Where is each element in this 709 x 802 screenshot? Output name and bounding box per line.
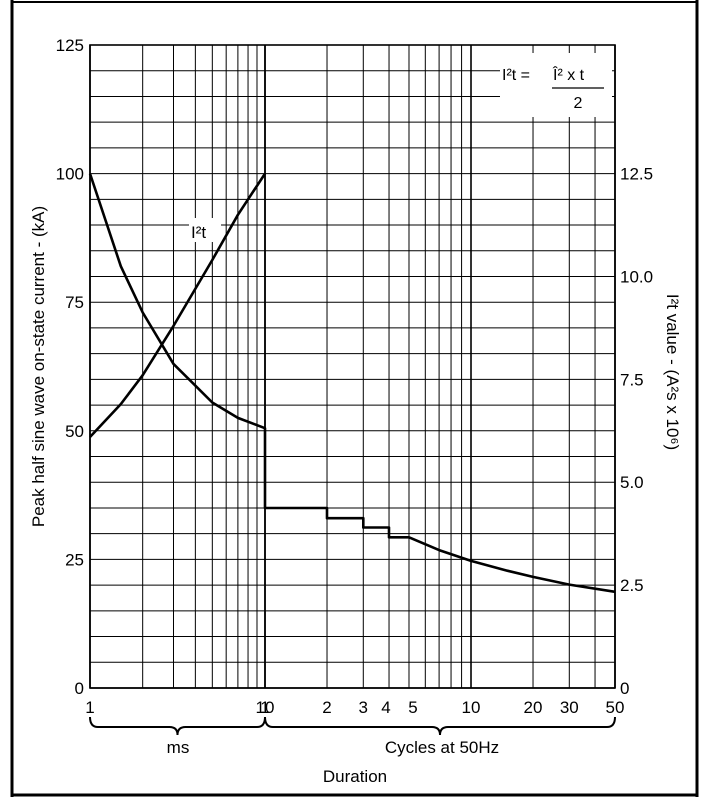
x-group-label-cycles: Cycles at 50Hz (385, 738, 499, 757)
grid (89, 44, 616, 689)
x-tick-label-cycles: 20 (524, 698, 543, 717)
formula-lhs: I²t = (502, 67, 530, 84)
x-group-label-ms: ms (167, 738, 190, 757)
x-tick-label-ms: 1 (85, 698, 94, 717)
y-left-tick-label: 100 (56, 165, 84, 184)
x-tick-label-ms: 10 (256, 698, 275, 717)
y-left-tick-label: 125 (56, 36, 84, 55)
series-layer (88, 172, 616, 594)
outer-frame (10, 0, 699, 797)
formula-denominator: 2 (574, 95, 583, 112)
y-left-tick-label: 50 (65, 422, 84, 441)
y-right-axis-title: I²t value - (A²s x 10⁶) (663, 294, 682, 450)
y-right-tick-label: 7.5 (620, 370, 644, 389)
ms-brace (89, 716, 266, 736)
x-tick-label-cycles: 50 (606, 698, 625, 717)
x-tick-label-cycles: 4 (381, 698, 390, 717)
x-tick-label-cycles: 1 (260, 698, 269, 717)
y-right-tick-label: 0 (620, 679, 629, 698)
y-right-tick-label: 5.0 (620, 473, 644, 492)
x-tick-label-cycles: 2 (322, 698, 331, 717)
peak-current-curve (88, 173, 616, 594)
formula-numerator: Î² x t (552, 65, 585, 84)
x-tick-label-cycles: 5 (408, 698, 417, 717)
i2t-curve (89, 172, 267, 438)
y-right-tick-label: 12.5 (620, 165, 653, 184)
series-label-background (189, 218, 221, 242)
y-right-tick-label: 2.5 (620, 576, 644, 595)
cycles-brace (264, 716, 616, 736)
y-left-axis-title: Peak half sine wave on-state current - (… (29, 206, 48, 527)
plot-border (89, 44, 616, 689)
y-left-tick-label: 0 (75, 679, 84, 698)
x-tick-label-cycles: 3 (359, 698, 368, 717)
x-axis-title: Duration (323, 767, 387, 786)
x-tick-label-cycles: 10 (462, 698, 481, 717)
y-left-tick-label: 75 (65, 293, 84, 312)
series-label-i2t: I²t (191, 223, 206, 242)
x-tick-label-cycles: 30 (560, 698, 579, 717)
y-left-tick-label: 25 (65, 550, 84, 569)
formula-background (500, 53, 612, 117)
y-right-tick-label: 10.0 (620, 267, 653, 286)
